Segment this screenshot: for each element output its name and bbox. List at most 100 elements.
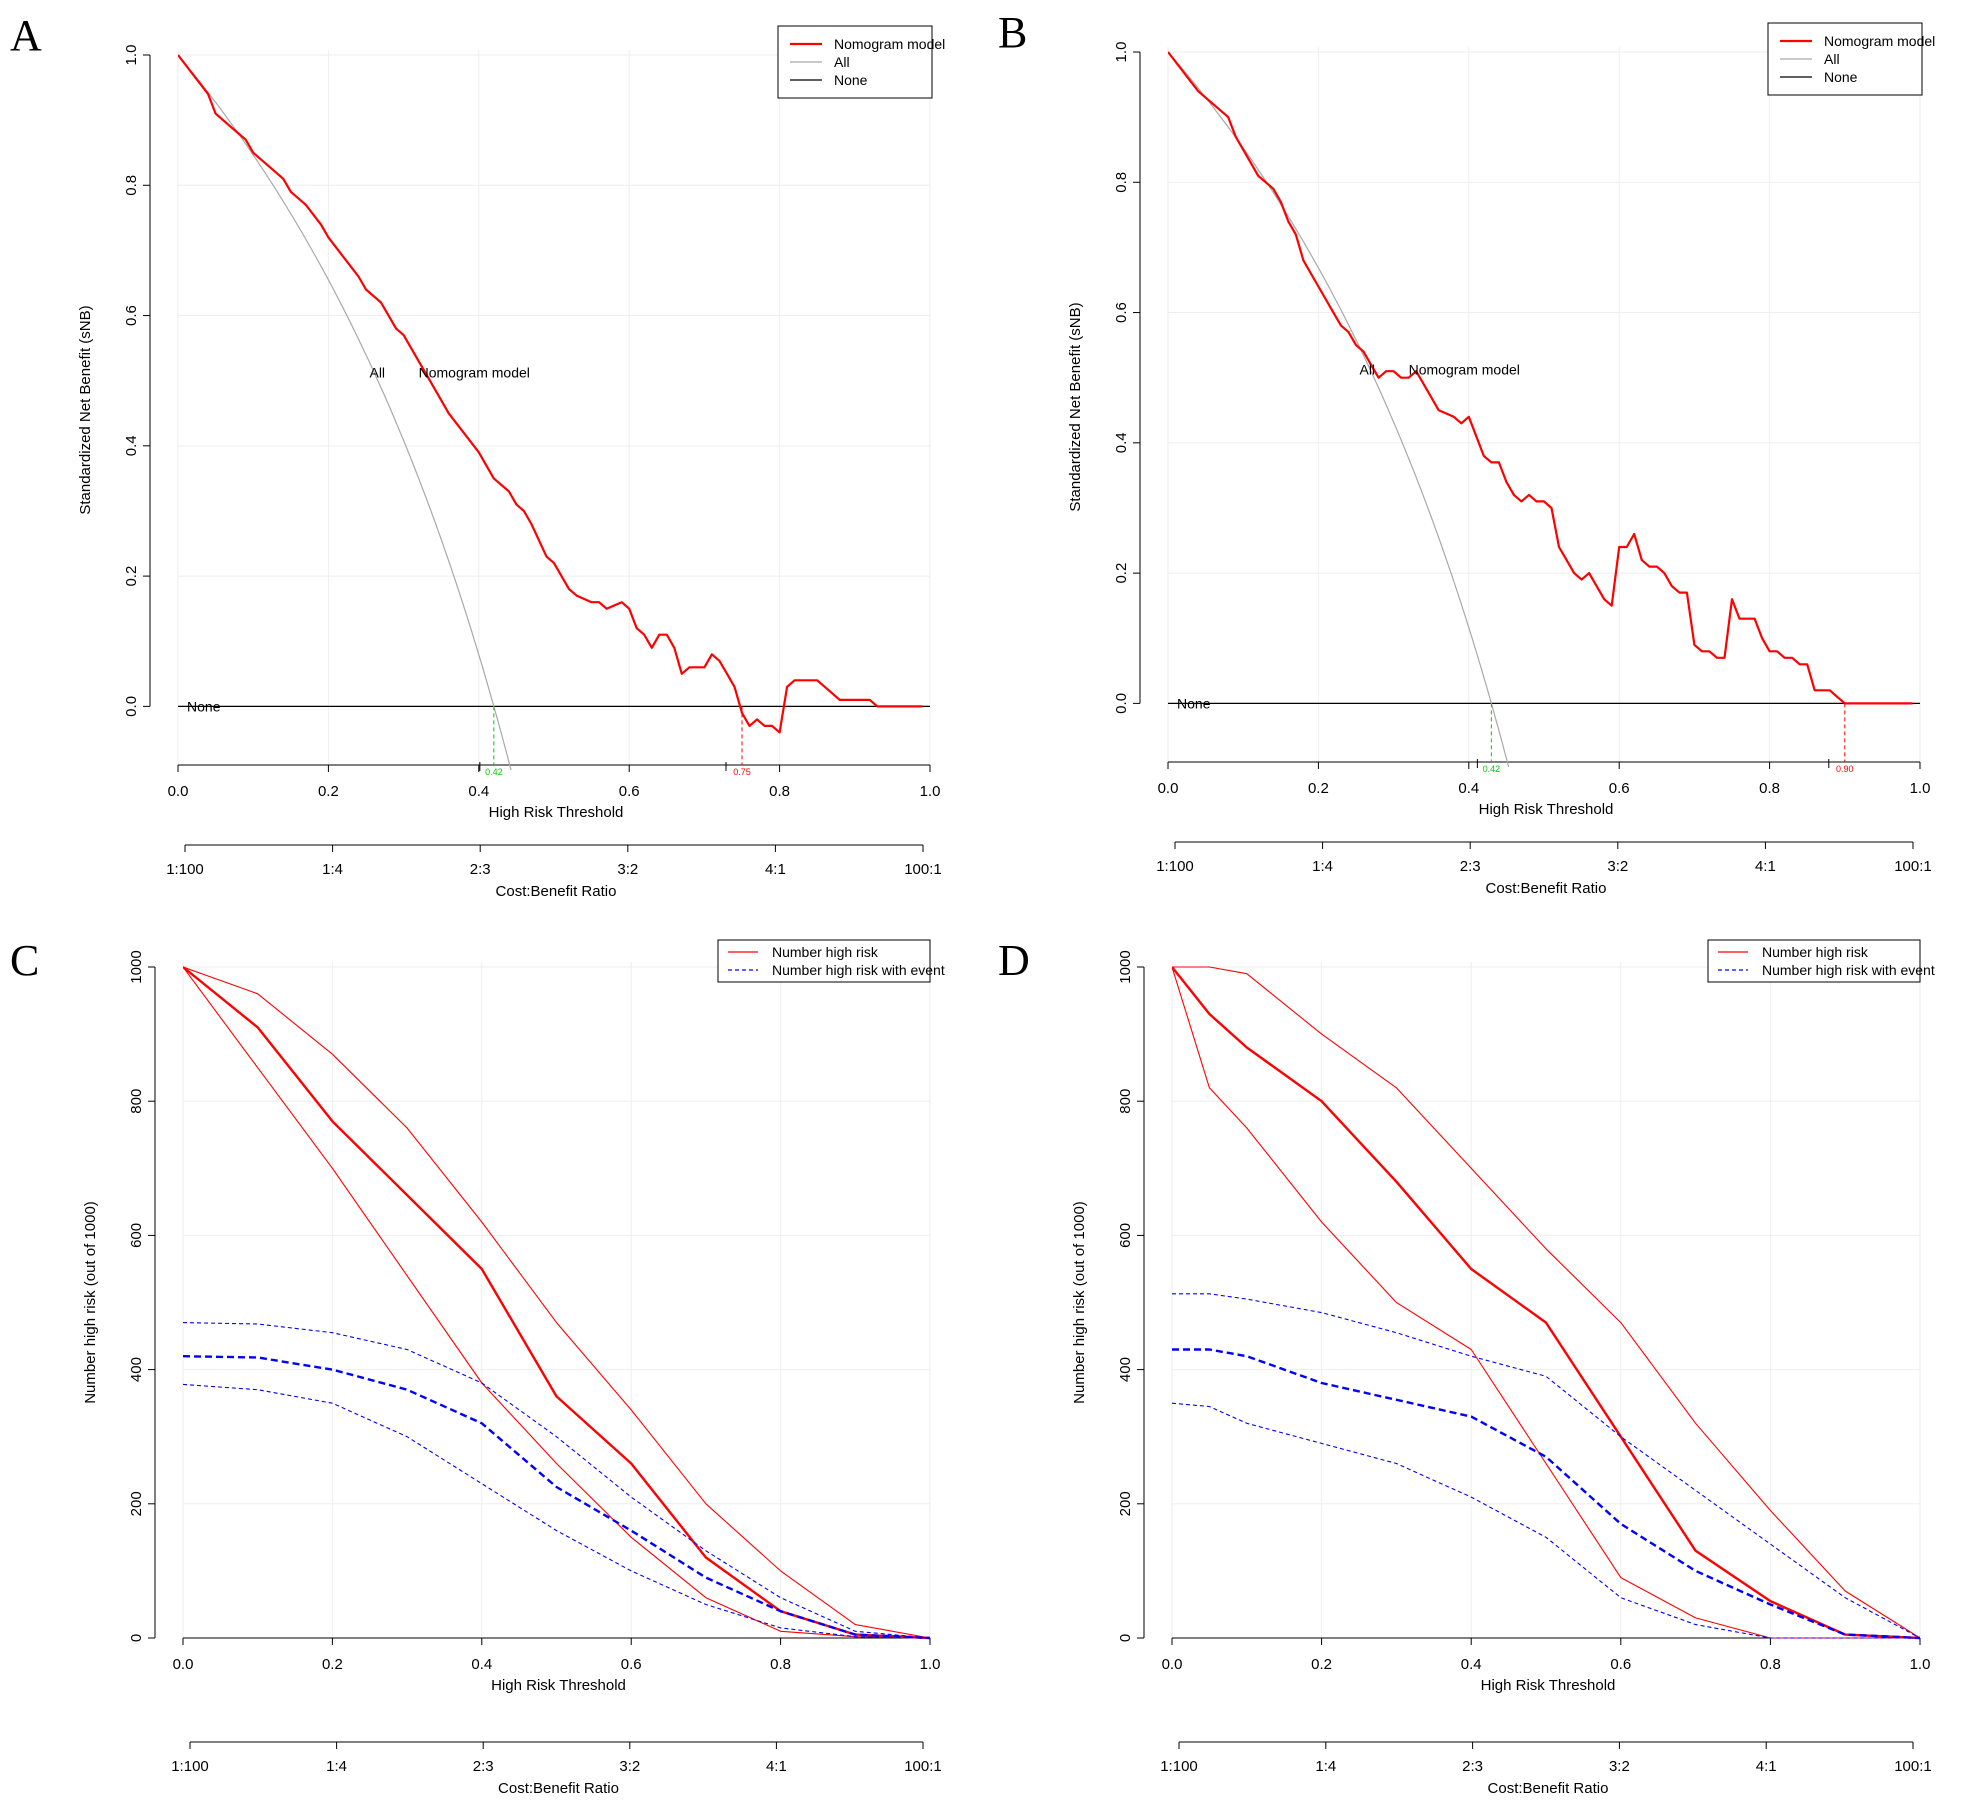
- cost-benefit-tick-label: 3:2: [619, 1758, 640, 1775]
- x-axis: 0.0 0.2 0.4 0.6 0.8 1.0 High Risk Threshold: [1158, 761, 1931, 818]
- y-tick-label: 1000: [1117, 950, 1134, 983]
- cost-benefit-axis-title: Cost:Benefit Ratio: [1486, 880, 1607, 897]
- y-axis: 0.0 0.2 0.4 0.6 0.8 1.0 Standardized Net Benef…: [1067, 42, 1141, 714]
- legend-entry: All: [834, 54, 850, 70]
- legend: Number high risk Number high risk with ev…: [1707, 939, 1935, 983]
- x-tick-label: 0.6: [621, 1656, 642, 1673]
- model-curve: [1168, 51, 1913, 705]
- cost-benefit-tick-label: 4:1: [766, 1758, 787, 1775]
- cost-benefit-tick-label: 4:1: [765, 861, 786, 878]
- legend: Number high risk Number high risk with ev…: [717, 939, 945, 983]
- x-tick-label: 0.6: [619, 783, 640, 800]
- cost-benefit-tick-label: 100:1: [904, 861, 942, 878]
- y-tick-label: 0.6: [123, 305, 140, 326]
- legend-entry: None: [1824, 69, 1858, 85]
- series-line-lower-event: [1172, 1402, 1920, 1639]
- x-tick-label: 0.6: [1610, 1656, 1631, 1673]
- panel-D: D 0 200 400 600 800 1000 Number high risk (out …: [998, 936, 1935, 1797]
- cost-benefit-axis: 1:100 1:4 2:3 3:2 4:1 100:1 Cost:Benefit Ratio: [171, 1741, 942, 1797]
- series-line-lower-risk: [183, 966, 930, 1639]
- model-annotation: Nomogram model: [419, 364, 530, 380]
- all-crossing-label: 0.42: [1483, 764, 1501, 774]
- series-line-lower-event: [183, 1383, 930, 1639]
- x-tick-label: 0.4: [468, 783, 489, 800]
- legend-entry: All: [1824, 51, 1840, 67]
- y-tick-label: 0.0: [123, 696, 140, 717]
- grid: [177, 50, 931, 765]
- x-tick-label: 0.8: [1760, 1656, 1781, 1673]
- y-tick-label: 0.2: [1113, 563, 1130, 584]
- x-tick-label: 0.2: [1311, 1656, 1332, 1673]
- panel-label: A: [10, 11, 42, 60]
- cost-benefit-tick-label: 2:3: [1462, 1758, 1483, 1775]
- panel-label: C: [10, 936, 39, 985]
- cost-benefit-tick-label: 1:100: [1160, 1758, 1198, 1775]
- x-tick-label: 0.2: [1308, 780, 1329, 797]
- legend-box: [1707, 939, 1921, 983]
- legend-entry: Number high risk: [1762, 944, 1869, 960]
- model-crossing-label: 0.75: [733, 767, 751, 777]
- cost-benefit-tick-label: 100:1: [1894, 1758, 1932, 1775]
- x-tick-label: 0.4: [1461, 1656, 1482, 1673]
- series-line-upper-risk: [183, 966, 930, 1639]
- legend-entry: Number high risk with event: [772, 962, 945, 978]
- x-axis: 0.0 0.2 0.4 0.6 0.8 1.0 High Risk Threshold: [173, 1637, 941, 1694]
- legend-entry: Number high risk: [772, 944, 879, 960]
- x-tick-label: 1.0: [1910, 780, 1931, 797]
- x-axis-title: High Risk Threshold: [491, 1677, 626, 1694]
- cost-benefit-tick-label: 1:100: [166, 861, 204, 878]
- y-tick-label: 0: [128, 1634, 145, 1642]
- cost-benefit-tick-label: 1:100: [171, 1758, 209, 1775]
- cost-benefit-axis: 1:100 1:4 2:3 3:2 4:1 100:1 Cost:Benefit Ratio: [166, 844, 942, 900]
- plot-area: [183, 966, 930, 1640]
- series-line-upper-event: [1172, 1293, 1920, 1639]
- cost-benefit-tick-label: 2:3: [473, 1758, 494, 1775]
- x-tick-label: 1.0: [1910, 1656, 1931, 1673]
- y-axis-title: Number high risk (out of 1000): [82, 1201, 99, 1404]
- x-tick-label: 0.0: [1162, 1656, 1183, 1673]
- x-tick-label: 0.8: [770, 1656, 791, 1673]
- x-axis-title: High Risk Threshold: [1481, 1677, 1616, 1694]
- cost-benefit-tick-label: 2:3: [1460, 858, 1481, 875]
- cost-benefit-tick-label: 4:1: [1755, 858, 1776, 875]
- all-curve: [178, 54, 512, 770]
- model-curve: [178, 54, 923, 734]
- legend-entry: Number high risk with event: [1762, 962, 1935, 978]
- x-tick-label: 0.6: [1609, 780, 1630, 797]
- legend-entry: None: [834, 72, 868, 88]
- cost-benefit-tick-label: 100:1: [904, 1758, 942, 1775]
- model-crossing-label: 0.90: [1836, 764, 1854, 774]
- y-tick-label: 400: [128, 1357, 145, 1382]
- cost-benefit-tick-label: 1:100: [1156, 858, 1194, 875]
- panel-C: C 0 200 400 600 800 1000 Number high risk (out …: [10, 936, 945, 1797]
- cost-benefit-tick-label: 3:2: [617, 861, 638, 878]
- x-tick-label: 0.8: [769, 783, 790, 800]
- x-tick-label: 0.4: [1458, 780, 1479, 797]
- series-line-estimate-event: [1172, 1348, 1920, 1640]
- grid: [1171, 962, 1921, 1639]
- cost-benefit-tick-label: 3:2: [1607, 858, 1628, 875]
- none-label: None: [1177, 695, 1211, 711]
- cost-benefit-tick-label: 1:4: [1312, 858, 1333, 875]
- panel-B: B 0.0 0.2 0.4 0.6 0.8 1.0 Standardized Net Bene…: [998, 8, 1935, 897]
- series-line-lower-risk: [1172, 966, 1920, 1639]
- y-tick-label: 400: [1117, 1357, 1134, 1382]
- series-line-estimate-risk: [183, 966, 930, 1640]
- y-axis: 0 200 400 600 800 1000 Number high risk (out o…: [82, 950, 156, 1642]
- panel-A: A 0.0 0.2 0.4 0.6 0.8 1.0 Standardized Net Bene…: [10, 11, 945, 900]
- cost-benefit-tick-label: 3:2: [1609, 1758, 1630, 1775]
- legend-box: [717, 939, 931, 983]
- all-annotation: All: [1359, 361, 1375, 377]
- y-tick-label: 600: [128, 1223, 145, 1248]
- none-label: None: [187, 698, 221, 714]
- panel-label: D: [998, 936, 1030, 985]
- y-axis-title: Standardized Net Benefit (sNB): [1067, 302, 1084, 511]
- panel-label: B: [998, 8, 1027, 57]
- x-tick-label: 1.0: [920, 1656, 941, 1673]
- y-tick-label: 600: [1117, 1223, 1134, 1248]
- y-tick-label: 0.0: [1113, 693, 1130, 714]
- plot-area: [1168, 51, 1920, 767]
- model-annotation: Nomogram model: [1409, 361, 1520, 377]
- cost-benefit-tick-label: 4:1: [1756, 1758, 1777, 1775]
